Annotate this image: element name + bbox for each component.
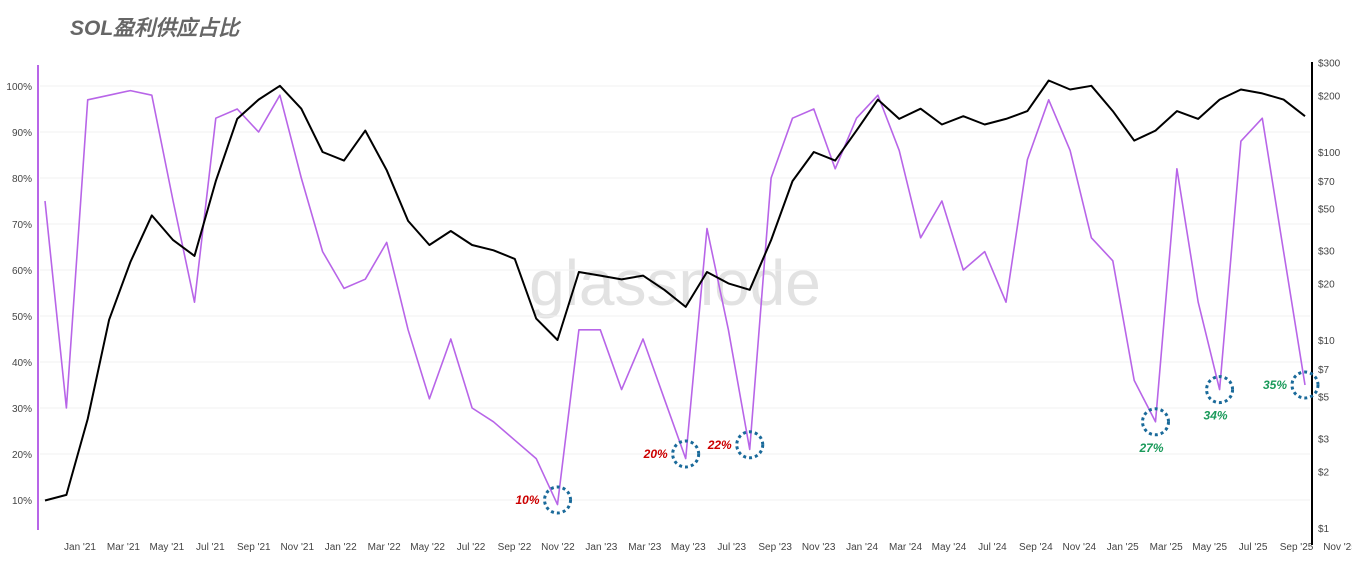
y-right-tick-label: $2 [1318, 467, 1330, 478]
annotation-circle [1141, 407, 1171, 437]
annotation-label: 35% [1263, 378, 1287, 392]
sol-price-line [44, 79, 1306, 502]
x-tick-label: May '22 [410, 542, 445, 553]
y-left-tick-label: 50% [12, 312, 32, 323]
x-tick-label: Mar '24 [889, 542, 922, 553]
annotation-label: 22% [707, 438, 732, 452]
annotation-circle [735, 430, 765, 460]
x-tick-label: May '21 [150, 542, 185, 553]
x-tick-label: Nov '25 [1323, 542, 1352, 553]
x-tick-label: Sep '23 [758, 542, 792, 553]
y-right-tick-label: $1 [1318, 524, 1330, 535]
chart-title: SOL盈利供应占比 [70, 17, 240, 40]
x-tick-label: Mar '21 [107, 542, 140, 553]
y-right-tick-label: $200 [1318, 91, 1341, 102]
x-tick-label: Nov '22 [541, 542, 575, 553]
x-tick-label: Jan '23 [585, 542, 617, 553]
y-right-tick-label: $10 [1318, 336, 1335, 347]
y-right-tick-label: $3 [1318, 434, 1330, 445]
annotation-circle [543, 485, 573, 515]
y-right-tick-label: $50 [1318, 205, 1335, 216]
annotation-label: 34% [1204, 409, 1228, 423]
y-right-tick-label: $300 [1318, 58, 1341, 69]
y-left-tick-label: 30% [12, 404, 32, 415]
x-tick-label: Nov '24 [1063, 542, 1097, 553]
x-tick-label: Sep '21 [237, 542, 271, 553]
x-tick-label: Nov '21 [280, 542, 314, 553]
x-tick-label: Mar '25 [1150, 542, 1183, 553]
x-tick-label: May '25 [1192, 542, 1227, 553]
y-right-tick-label: $70 [1318, 177, 1335, 188]
x-tick-label: Mar '23 [628, 542, 661, 553]
x-tick-label: Nov '23 [802, 542, 836, 553]
x-tick-label: Jul '22 [457, 542, 486, 553]
x-tick-label: Jul '23 [717, 542, 746, 553]
watermark: glassnode [529, 247, 821, 319]
x-tick-label: Mar '22 [368, 542, 401, 553]
y-left-tick-label: 70% [12, 220, 32, 231]
y-left-tick-label: 20% [12, 450, 32, 461]
x-tick-label: Jan '21 [64, 542, 96, 553]
x-tick-label: May '24 [932, 542, 967, 553]
annotation-circle [1205, 375, 1235, 405]
y-right-tick-label: $20 [1318, 279, 1335, 290]
y-left-tick-label: 80% [12, 174, 32, 185]
y-left-tick-label: 10% [12, 496, 32, 507]
annotation-label: 27% [1138, 441, 1163, 455]
x-tick-label: May '23 [671, 542, 706, 553]
y-right-tick-label: $100 [1318, 148, 1341, 159]
annotation-label: 20% [643, 447, 668, 461]
y-right-tick-label: $7 [1318, 365, 1330, 376]
annotation-circle [671, 439, 701, 469]
y-left-tick-label: 40% [12, 358, 32, 369]
annotation-circle [1290, 370, 1320, 400]
x-tick-label: Sep '24 [1019, 542, 1053, 553]
supply-in-profit-line [44, 89, 1306, 506]
y-right-tick-label: $30 [1318, 246, 1335, 257]
annotation-label: 10% [516, 493, 540, 507]
y-right-tick-label: $5 [1318, 393, 1330, 404]
x-tick-label: Jul '21 [196, 542, 225, 553]
x-tick-label: Sep '25 [1280, 542, 1314, 553]
y-left-tick-label: 60% [12, 266, 32, 277]
x-tick-label: Jan '24 [846, 542, 878, 553]
y-left-tick-label: 90% [12, 128, 32, 139]
x-tick-label: Jan '22 [325, 542, 357, 553]
x-tick-label: Jul '25 [1239, 542, 1268, 553]
y-left-tick-label: 100% [6, 82, 32, 93]
x-tick-label: Sep '22 [498, 542, 532, 553]
x-tick-label: Jul '24 [978, 542, 1007, 553]
x-tick-label: Jan '25 [1107, 542, 1139, 553]
